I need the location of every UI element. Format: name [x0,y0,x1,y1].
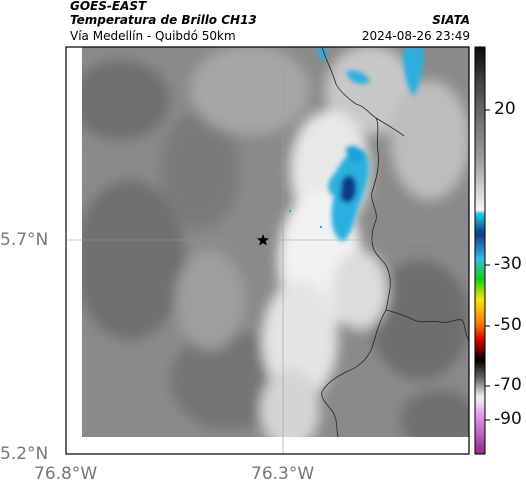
product-title: Temperatura de Brillo CH13 [70,13,257,27]
lon-tick-76.8: 76.8°W [34,464,98,484]
colorbar-label-minus90: -90 [494,409,522,429]
colorbar [474,46,490,455]
lat-tick-5.7: 5.7°N [0,230,49,250]
colorbar-label-minus70: -70 [494,375,522,395]
brand-label: SIATA [432,13,470,27]
lat-tick-5.2: 5.2°N [0,444,49,464]
satellite-name: GOES-EAST [70,0,147,13]
colorbar-label-20: 20 [494,99,516,119]
colorbar-label-minus30: -30 [494,254,522,274]
colorbar-label-minus50: -50 [494,315,522,335]
lon-tick-76.3: 76.3°W [251,464,315,484]
region-label: Vía Medellín - Quibdó 50km [70,29,236,43]
datetime-label: 2024-08-26 23:49 [361,29,470,43]
star-marker [257,234,269,246]
